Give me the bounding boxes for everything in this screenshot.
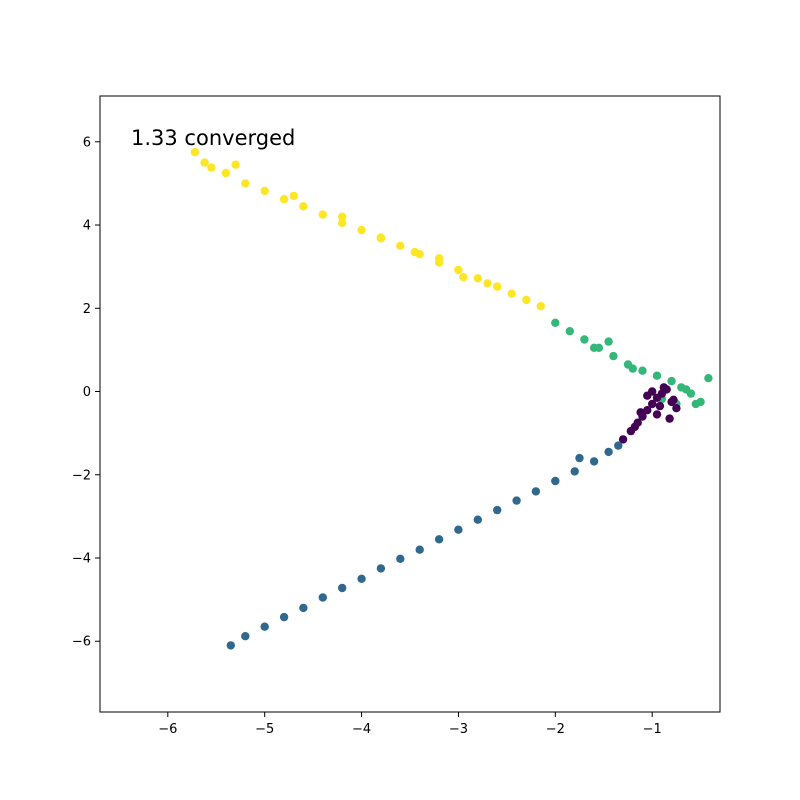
y-tick-label: 0	[83, 385, 91, 400]
data-point	[357, 574, 366, 583]
data-point	[241, 179, 250, 188]
data-point	[531, 487, 541, 496]
data-point	[318, 210, 327, 219]
plot-marks	[190, 148, 713, 650]
y-tick-label: 4	[83, 219, 91, 234]
y-tick-label: 2	[83, 302, 91, 317]
data-point	[493, 282, 502, 291]
data-point	[691, 399, 700, 409]
x-tick-label: −6	[158, 722, 177, 737]
data-point	[669, 395, 678, 404]
data-point	[604, 337, 613, 346]
chart-annotation: 1.33 converged	[131, 126, 295, 150]
data-point	[667, 376, 676, 386]
y-tick-label: 6	[83, 135, 91, 150]
data-point	[396, 554, 405, 563]
data-point	[512, 496, 521, 505]
x-tick-label: −2	[546, 722, 565, 737]
data-point	[575, 453, 584, 463]
plot-frame	[99, 95, 721, 713]
data-point	[643, 406, 652, 415]
y-tick-label: −4	[72, 552, 91, 567]
data-point	[231, 160, 240, 169]
data-point	[357, 225, 366, 235]
data-point	[638, 366, 647, 375]
data-point	[493, 505, 502, 515]
x-axis: −6 −5 −4 −3 −2 −1	[158, 712, 662, 737]
data-point	[648, 387, 657, 396]
data-point	[609, 351, 618, 361]
data-point	[260, 622, 269, 631]
data-point	[618, 435, 628, 444]
data-point	[279, 612, 289, 622]
data-point	[190, 148, 200, 157]
y-axis: −6 −4 −2 0 2 4 6	[72, 135, 100, 650]
data-point	[207, 163, 216, 172]
data-point	[630, 422, 639, 432]
data-point	[507, 289, 516, 298]
data-point	[570, 467, 579, 476]
data-point	[415, 545, 424, 554]
data-point	[628, 364, 637, 373]
x-tick-label: −3	[449, 722, 468, 737]
data-point	[580, 335, 589, 344]
data-point	[681, 385, 691, 394]
data-point	[376, 564, 386, 573]
data-point	[589, 457, 599, 466]
data-point	[338, 212, 347, 221]
data-point	[299, 603, 308, 613]
data-point	[299, 202, 308, 211]
data-point	[410, 247, 419, 257]
data-point	[589, 343, 599, 352]
data-point	[655, 401, 665, 411]
data-point	[396, 241, 405, 250]
data-point	[659, 383, 668, 392]
data-point	[459, 272, 468, 282]
data-point	[338, 218, 347, 228]
data-point	[704, 374, 713, 383]
data-point	[648, 399, 657, 409]
data-point	[665, 414, 674, 423]
x-tick-label: −1	[643, 722, 662, 737]
data-point	[604, 447, 613, 457]
data-point	[565, 327, 574, 336]
data-point	[652, 371, 662, 380]
data-point	[200, 158, 209, 167]
data-point	[672, 404, 681, 413]
y-tick-label: −2	[72, 468, 91, 483]
data-point	[522, 295, 531, 305]
data-point	[614, 441, 623, 450]
data-point	[536, 302, 545, 311]
data-point	[338, 583, 347, 593]
x-tick-label: −4	[352, 722, 371, 737]
data-point	[652, 410, 662, 419]
y-tick-label: −6	[72, 635, 91, 650]
data-point	[454, 525, 463, 534]
data-point	[434, 535, 444, 544]
data-point	[260, 186, 269, 196]
data-point	[279, 195, 289, 204]
data-point	[226, 641, 235, 650]
data-point	[376, 233, 386, 242]
data-point	[289, 191, 298, 201]
data-point	[241, 632, 250, 641]
data-point	[473, 515, 482, 524]
x-tick-label: −5	[255, 722, 274, 737]
data-point	[551, 476, 560, 486]
data-point	[318, 593, 327, 602]
data-point	[454, 265, 463, 275]
data-point	[434, 254, 444, 263]
data-point	[636, 408, 645, 417]
data-point	[483, 279, 492, 288]
data-point	[551, 318, 560, 327]
data-point	[221, 168, 231, 178]
data-point	[473, 274, 482, 283]
